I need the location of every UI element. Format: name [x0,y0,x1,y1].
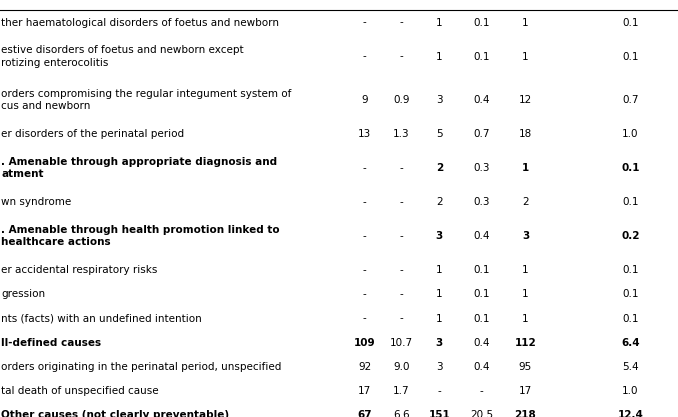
Text: 0.9: 0.9 [393,95,410,105]
Text: 0.1: 0.1 [622,52,639,61]
Text: nts (facts) with an undefined intention: nts (facts) with an undefined intention [1,314,202,324]
Text: 1: 1 [522,18,529,28]
Text: -: - [363,231,367,241]
Text: 18: 18 [519,129,532,139]
Text: -: - [399,18,403,28]
Text: -: - [363,289,367,299]
Text: -: - [399,197,403,207]
Text: orders originating in the perinatal period, unspecified: orders originating in the perinatal peri… [1,362,282,372]
Text: -: - [363,18,367,28]
Text: -: - [399,231,403,241]
Text: 0.1: 0.1 [622,197,639,207]
Text: 3: 3 [436,231,443,241]
Text: 9: 9 [361,95,368,105]
Text: 0.7: 0.7 [473,129,490,139]
Text: 1: 1 [436,18,443,28]
Text: 1: 1 [522,265,529,275]
Text: 2: 2 [436,197,443,207]
Text: 0.1: 0.1 [473,52,490,61]
Text: er accidental respiratory risks: er accidental respiratory risks [1,265,158,275]
Text: 3: 3 [436,95,443,105]
Text: 2: 2 [436,163,443,173]
Text: 1.0: 1.0 [622,129,639,139]
Text: estive disorders of foetus and newborn except
rotizing enterocolitis: estive disorders of foetus and newborn e… [1,45,244,68]
Text: -: - [363,52,367,61]
Text: 1.7: 1.7 [393,386,410,396]
Text: 0.4: 0.4 [473,231,490,241]
Text: 0.4: 0.4 [473,362,490,372]
Text: orders compromising the regular integument system of
cus and newborn: orders compromising the regular integume… [1,89,292,111]
Text: 3: 3 [522,231,529,241]
Text: 1: 1 [436,52,443,61]
Text: 5.4: 5.4 [622,362,639,372]
Text: 3: 3 [436,362,443,372]
Text: . Amenable through appropriate diagnosis and
atment: . Amenable through appropriate diagnosis… [1,157,277,179]
Text: 17: 17 [358,386,372,396]
Text: 1.3: 1.3 [393,129,410,139]
Text: 0.2: 0.2 [621,231,640,241]
Text: 2: 2 [522,197,529,207]
Text: 1.0: 1.0 [622,386,639,396]
Text: . Amenable through health promotion linked to
healthcare actions: . Amenable through health promotion link… [1,225,280,247]
Text: 67: 67 [357,410,372,417]
Text: 1: 1 [436,289,443,299]
Text: -: - [399,289,403,299]
Text: 0.1: 0.1 [622,18,639,28]
Text: 12: 12 [519,95,532,105]
Text: 6.4: 6.4 [621,338,640,348]
Text: 1: 1 [436,314,443,324]
Text: 17: 17 [519,386,532,396]
Text: er disorders of the perinatal period: er disorders of the perinatal period [1,129,184,139]
Text: 0.1: 0.1 [622,314,639,324]
Text: 0.3: 0.3 [473,163,490,173]
Text: 3: 3 [436,338,443,348]
Text: 6.6: 6.6 [393,410,410,417]
Text: 12.4: 12.4 [618,410,643,417]
Text: 20.5: 20.5 [470,410,493,417]
Text: gression: gression [1,289,45,299]
Text: 1: 1 [522,52,529,61]
Text: 0.1: 0.1 [622,265,639,275]
Text: 109: 109 [354,338,376,348]
Text: 0.1: 0.1 [473,314,490,324]
Text: ll-defined causes: ll-defined causes [1,338,102,348]
Text: 1: 1 [436,265,443,275]
Text: 13: 13 [358,129,372,139]
Text: 10.7: 10.7 [390,338,413,348]
Text: wn syndrome: wn syndrome [1,197,72,207]
Text: 0.1: 0.1 [622,289,639,299]
Text: -: - [479,386,483,396]
Text: 92: 92 [358,362,372,372]
Text: 0.1: 0.1 [621,163,640,173]
Text: 0.1: 0.1 [473,265,490,275]
Text: 1: 1 [522,289,529,299]
Text: 112: 112 [515,338,536,348]
Text: -: - [399,314,403,324]
Text: 1: 1 [522,314,529,324]
Text: ther haematological disorders of foetus and newborn: ther haematological disorders of foetus … [1,18,279,28]
Text: 1: 1 [522,163,529,173]
Text: -: - [363,314,367,324]
Text: 151: 151 [428,410,450,417]
Text: 0.3: 0.3 [473,197,490,207]
Text: 0.7: 0.7 [622,95,639,105]
Text: 0.4: 0.4 [473,338,490,348]
Text: 0.1: 0.1 [473,289,490,299]
Text: -: - [363,197,367,207]
Text: 218: 218 [515,410,536,417]
Text: 0.4: 0.4 [473,95,490,105]
Text: 0.1: 0.1 [473,18,490,28]
Text: -: - [399,163,403,173]
Text: 9.0: 9.0 [393,362,410,372]
Text: -: - [399,52,403,61]
Text: -: - [437,386,441,396]
Text: -: - [399,265,403,275]
Text: Other causes (not clearly preventable): Other causes (not clearly preventable) [1,410,229,417]
Text: -: - [363,265,367,275]
Text: 95: 95 [519,362,532,372]
Text: tal death of unspecified cause: tal death of unspecified cause [1,386,159,396]
Text: -: - [363,163,367,173]
Text: 5: 5 [436,129,443,139]
